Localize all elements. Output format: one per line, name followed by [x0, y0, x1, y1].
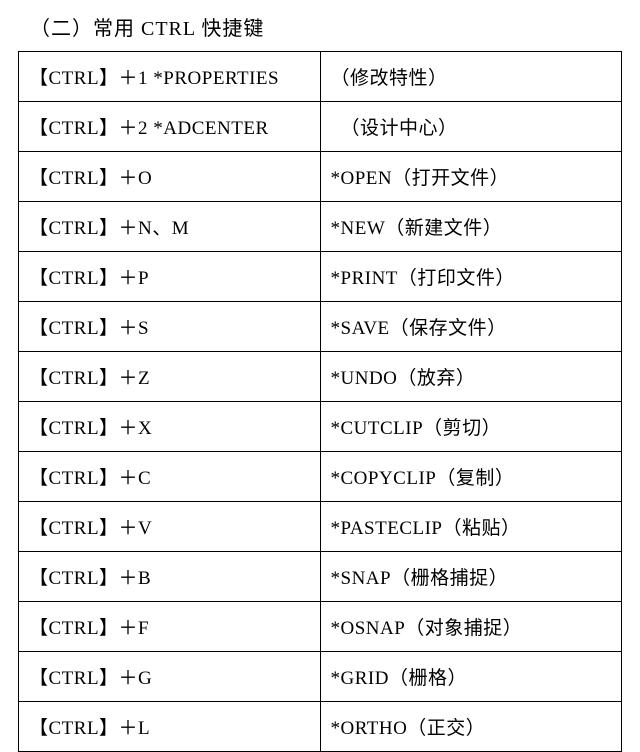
- table-row: 【CTRL】＋Z*UNDO（放弃）: [19, 352, 622, 402]
- table-body: 【CTRL】＋1 *PROPERTIES（修改特性）【CTRL】＋2 *ADCE…: [19, 52, 622, 752]
- table-row: 【CTRL】＋S*SAVE（保存文件）: [19, 302, 622, 352]
- shortcut-cell: 【CTRL】＋L: [19, 702, 321, 752]
- table-row: 【CTRL】＋L*ORTHO（正交）: [19, 702, 622, 752]
- description-cell: （设计中心）: [320, 102, 622, 152]
- table-row: 【CTRL】＋1 *PROPERTIES（修改特性）: [19, 52, 622, 102]
- section-title: （二）常用 CTRL 快捷键: [18, 12, 622, 41]
- shortcut-cell: 【CTRL】＋N、M: [19, 202, 321, 252]
- shortcut-cell: 【CTRL】＋X: [19, 402, 321, 452]
- description-cell: *NEW（新建文件）: [320, 202, 622, 252]
- shortcut-cell: 【CTRL】＋P: [19, 252, 321, 302]
- shortcuts-table: 【CTRL】＋1 *PROPERTIES（修改特性）【CTRL】＋2 *ADCE…: [18, 51, 622, 752]
- shortcut-cell: 【CTRL】＋2 *ADCENTER: [19, 102, 321, 152]
- table-row: 【CTRL】＋V*PASTECLIP（粘贴）: [19, 502, 622, 552]
- description-cell: *GRID（栅格）: [320, 652, 622, 702]
- shortcut-cell: 【CTRL】＋Z: [19, 352, 321, 402]
- table-row: 【CTRL】＋C*COPYCLIP（复制）: [19, 452, 622, 502]
- shortcut-cell: 【CTRL】＋1 *PROPERTIES: [19, 52, 321, 102]
- description-cell: *CUTCLIP（剪切）: [320, 402, 622, 452]
- description-cell: *OPEN（打开文件）: [320, 152, 622, 202]
- shortcut-cell: 【CTRL】＋C: [19, 452, 321, 502]
- description-cell: （修改特性）: [320, 52, 622, 102]
- table-row: 【CTRL】＋B*SNAP（栅格捕捉）: [19, 552, 622, 602]
- table-row: 【CTRL】＋2 *ADCENTER（设计中心）: [19, 102, 622, 152]
- table-row: 【CTRL】＋P*PRINT（打印文件）: [19, 252, 622, 302]
- shortcut-cell: 【CTRL】＋B: [19, 552, 321, 602]
- table-row: 【CTRL】＋N、M*NEW（新建文件）: [19, 202, 622, 252]
- description-cell: *UNDO（放弃）: [320, 352, 622, 402]
- description-cell: *OSNAP（对象捕捉）: [320, 602, 622, 652]
- table-row: 【CTRL】＋F*OSNAP（对象捕捉）: [19, 602, 622, 652]
- description-cell: *PASTECLIP（粘贴）: [320, 502, 622, 552]
- shortcut-cell: 【CTRL】＋S: [19, 302, 321, 352]
- description-cell: *SAVE（保存文件）: [320, 302, 622, 352]
- shortcut-cell: 【CTRL】＋G: [19, 652, 321, 702]
- shortcut-cell: 【CTRL】＋V: [19, 502, 321, 552]
- table-row: 【CTRL】＋G*GRID（栅格）: [19, 652, 622, 702]
- shortcut-cell: 【CTRL】＋F: [19, 602, 321, 652]
- description-cell: *COPYCLIP（复制）: [320, 452, 622, 502]
- table-row: 【CTRL】＋O*OPEN（打开文件）: [19, 152, 622, 202]
- shortcut-cell: 【CTRL】＋O: [19, 152, 321, 202]
- description-cell: *PRINT（打印文件）: [320, 252, 622, 302]
- table-row: 【CTRL】＋X*CUTCLIP（剪切）: [19, 402, 622, 452]
- description-cell: *SNAP（栅格捕捉）: [320, 552, 622, 602]
- description-cell: *ORTHO（正交）: [320, 702, 622, 752]
